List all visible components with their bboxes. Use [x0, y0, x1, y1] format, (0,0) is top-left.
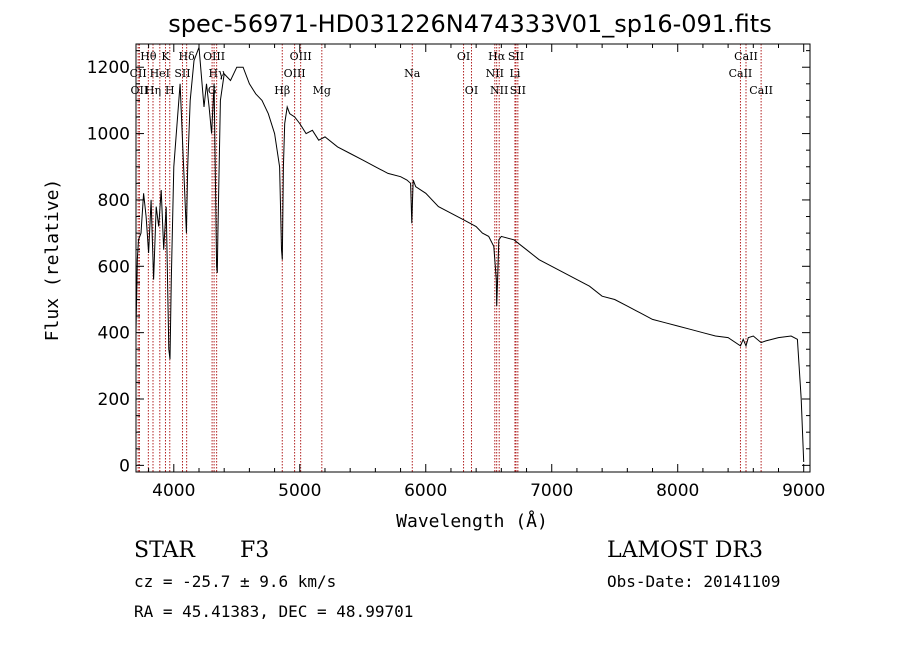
- x-tick-label-5: 9000: [782, 481, 825, 501]
- marker-label-10: Hγ: [209, 67, 226, 80]
- marker-label-8: Hδ: [179, 50, 196, 63]
- y-tick-label-5: 1000: [87, 125, 130, 145]
- x-tick-label-0: 4000: [152, 481, 195, 501]
- marker-label-14: OIII: [290, 50, 312, 63]
- y-tick-label-6: 1200: [87, 58, 130, 78]
- marker-label-7: SII: [174, 67, 190, 80]
- marker-label-0: CII: [130, 67, 147, 80]
- marker-label-18: OI: [465, 84, 478, 97]
- line-markers: [137, 44, 762, 472]
- obs-date: Obs-Date: 20141109: [607, 572, 781, 591]
- marker-label-24: SII: [510, 84, 526, 97]
- marker-label-2: Hθ: [140, 50, 157, 63]
- plot-frame: [135, 43, 811, 473]
- marker-label-13: OIII: [284, 67, 306, 80]
- marker-label-15: Mg: [313, 84, 331, 97]
- x-tick-label-3: 7000: [530, 481, 573, 501]
- marker-label-1: OII: [131, 84, 149, 97]
- x-tick-label-2: 6000: [404, 481, 447, 501]
- marker-label-26: CaII: [734, 50, 758, 63]
- y-tick-label-1: 200: [98, 390, 130, 410]
- cz-velocity: cz = -25.7 ± 9.6 km/s: [134, 572, 337, 591]
- marker-label-25: CaII: [729, 67, 753, 80]
- marker-label-20: Hα: [488, 50, 506, 63]
- object-class: STAR: [134, 538, 195, 563]
- y-tick-label-2: 400: [98, 324, 130, 344]
- line-marker-labels: CII OII Hθ Hη HeI K H SII Hδ OIII Hγ G Hβ OIII OIII Mg N…: [130, 50, 773, 97]
- marker-label-22: Li: [510, 67, 521, 80]
- y-tick-label-4: 800: [98, 191, 130, 211]
- marker-label-3: Hη: [145, 84, 161, 97]
- x-axis-ticks: 4000 5000 6000 7000 8000 9000: [148, 44, 825, 501]
- y-axis-label: Flux (relative): [42, 179, 63, 342]
- marker-label-12: Hβ: [274, 84, 290, 97]
- x-axis-label: Wavelength (Å): [396, 510, 548, 532]
- y-tick-label-3: 600: [98, 257, 130, 277]
- marker-label-27: CaII: [749, 84, 773, 97]
- subclass: F3: [240, 538, 270, 563]
- marker-label-21: NII: [490, 84, 508, 97]
- spectrum-line: [135, 47, 805, 463]
- x-tick-label-4: 8000: [656, 481, 699, 501]
- marker-label-5: K: [161, 50, 170, 63]
- y-tick-label-0: 0: [119, 456, 130, 476]
- marker-label-9: OIII: [203, 50, 225, 63]
- marker-label-19: NII: [486, 67, 504, 80]
- marker-label-16: Na: [404, 67, 421, 80]
- marker-label-23: SII: [508, 50, 524, 63]
- chart-title: spec-56971-HD031226N474333V01_sp16-091.f…: [168, 10, 771, 38]
- survey-name: LAMOST DR3: [607, 538, 763, 563]
- ra-dec-coordinates: RA = 45.41383, DEC = 48.99701: [134, 602, 414, 621]
- marker-label-4: HeI: [150, 67, 170, 80]
- x-tick-label-1: 5000: [278, 481, 321, 501]
- y-axis-ticks: 0 200 400 600 800 1000 1200: [87, 50, 810, 476]
- marker-label-17: OI: [457, 50, 470, 63]
- marker-label-6: H: [165, 84, 175, 97]
- marker-label-11: G: [208, 84, 217, 97]
